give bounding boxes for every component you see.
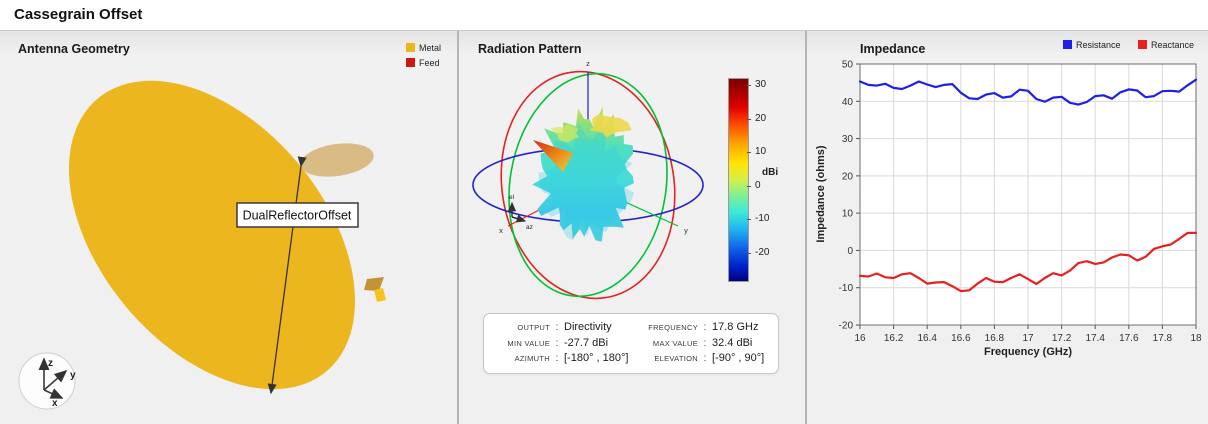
x-tick-label: 16.4 xyxy=(917,333,937,344)
info-colon: : xyxy=(555,322,559,333)
info-column-left: OUTPUT: Directivity MIN VALUE: -27.7 dBi AZI… xyxy=(492,321,634,368)
antenna-geometry-canvas[interactable]: DualReflectorOffset z y x xyxy=(0,30,457,424)
axis-triad: z y x xyxy=(18,352,76,410)
y-tick-label: 10 xyxy=(842,209,854,220)
info-value: 17.8 GHz xyxy=(712,321,759,333)
feed-horn-throat[interactable] xyxy=(374,288,386,302)
x-tick-label: 16.8 xyxy=(985,333,1005,344)
info-colon: : xyxy=(703,353,707,364)
y-axis-title: Impedance (ohms) xyxy=(815,145,827,243)
metal-swatch-icon xyxy=(406,43,415,52)
colorbar xyxy=(728,78,749,282)
subreflector[interactable] xyxy=(298,139,376,181)
colorbar-tick-label: 30 xyxy=(755,79,767,90)
colorbar-notch xyxy=(747,253,751,254)
info-label: AZIMUTH xyxy=(514,354,550,363)
x-axis-label: x xyxy=(499,226,503,235)
info-column-right: FREQUENCY:17.8 GHz MAX VALUE:32.4 dBi ELEV… xyxy=(640,321,772,368)
x-tick-label: 16 xyxy=(854,333,866,344)
reactance-swatch-icon xyxy=(1138,40,1147,49)
titlebar: Cassegrain Offset xyxy=(0,0,1208,31)
geometry-panel-title: Antenna Geometry xyxy=(18,42,130,56)
legend-item-reactance: Reactance xyxy=(1138,40,1194,50)
legend-item-resistance: Resistance xyxy=(1063,40,1121,50)
info-colon: : xyxy=(703,322,707,333)
info-colon: : xyxy=(703,337,707,349)
x-tick-label: 18 xyxy=(1190,333,1202,344)
x-axis-title: Frequency (GHz) xyxy=(984,346,1072,358)
y-axis-label: y xyxy=(684,226,688,235)
colorbar-tick-label: -20 xyxy=(755,247,770,258)
pattern-info-box: OUTPUT: Directivity MIN VALUE: -27.7 dBi AZI… xyxy=(483,313,779,374)
elevation-circle-green xyxy=(508,72,668,298)
colorbar-notch xyxy=(747,119,751,120)
y-tick-label: -10 xyxy=(839,283,854,294)
colorbar-tick-label: 20 xyxy=(755,113,767,124)
x-tick-label: 17 xyxy=(1022,333,1034,344)
y-tick-label: 40 xyxy=(842,97,854,108)
info-label: ELEVATION xyxy=(654,354,698,363)
x-tick-label: 17.2 xyxy=(1052,333,1072,344)
feed-horn[interactable] xyxy=(364,277,384,291)
elevation-circle-red xyxy=(500,70,676,300)
info-label: FREQUENCY xyxy=(648,323,698,332)
triad-y-label: y xyxy=(70,370,76,381)
feed-swatch-icon xyxy=(406,58,415,67)
colorbar-notch xyxy=(747,186,751,187)
legend-item-feed: Feed xyxy=(406,58,440,68)
az-label: az xyxy=(526,224,533,231)
series-reactance xyxy=(858,231,1198,293)
series-resistance xyxy=(858,78,1198,106)
y-tick-label: 50 xyxy=(842,60,854,71)
info-value: -27.7 dBi xyxy=(564,336,609,349)
x-tick-label: 16.2 xyxy=(884,333,904,344)
y-tick-label: 30 xyxy=(842,134,854,145)
triad-x-label: x xyxy=(52,398,58,409)
radiation-pattern-canvas[interactable]: z x y el az xyxy=(459,33,805,333)
info-colon: : xyxy=(555,353,559,364)
triad-z-label: z xyxy=(48,358,53,369)
annotation-box[interactable]: DualReflectorOffset xyxy=(236,202,359,228)
info-value: Directivity xyxy=(564,321,612,333)
colorbar-notch xyxy=(747,85,751,86)
radiation-blob-hotspot xyxy=(550,123,579,143)
x-tick-label: 17.6 xyxy=(1119,333,1139,344)
colorbar-unit-label: dBi xyxy=(762,167,779,178)
panel-divider xyxy=(457,31,459,424)
y-tick-label: 0 xyxy=(847,246,853,257)
colorbar-tick-label: -10 xyxy=(755,213,770,224)
info-value: 32.4 dBi xyxy=(712,336,753,349)
annotation-label: DualReflectorOffset xyxy=(243,209,352,223)
impedance-panel-title: Impedance xyxy=(860,42,926,56)
impedance-chart[interactable]: Frequency (GHz) Impedance (ohms) 16 16.2 1… xyxy=(807,33,1208,424)
resistance-swatch-icon xyxy=(1063,40,1072,49)
info-label: MIN VALUE xyxy=(507,338,550,348)
z-axis-label: z xyxy=(586,59,590,68)
el-az-indicator: el az xyxy=(507,194,533,231)
colorbar-notch xyxy=(747,219,751,220)
radiation-blob-hotspot xyxy=(589,114,632,138)
radiation-blob[interactable] xyxy=(532,106,634,242)
info-value: [-180° , 180°] xyxy=(564,352,629,364)
info-colon: : xyxy=(555,337,559,349)
radiation-panel-title: Radiation Pattern xyxy=(478,42,582,56)
x-tick-label: 17.4 xyxy=(1085,333,1105,344)
y-tick-label: 20 xyxy=(842,171,854,182)
colorbar-ticks: 30 20 10 0 -10 -20 xyxy=(728,78,788,280)
x-tick-label: 16.6 xyxy=(951,333,971,344)
info-label: MAX VALUE xyxy=(652,338,698,348)
colorbar-tick-label: 0 xyxy=(755,180,761,191)
colorbar-tick-label: 10 xyxy=(755,146,767,157)
colorbar-notch xyxy=(747,152,751,153)
radiation-spike xyxy=(533,140,573,172)
x-tick-label: 17.8 xyxy=(1153,333,1173,344)
panel-divider xyxy=(805,31,807,424)
info-label: OUTPUT xyxy=(517,323,550,332)
info-value: [-90° , 90°] xyxy=(712,352,765,364)
y-tick-label: -20 xyxy=(839,321,854,332)
legend-item-metal: Metal xyxy=(406,43,441,53)
page-title: Cassegrain Offset xyxy=(14,6,143,23)
el-label: el xyxy=(509,194,515,201)
